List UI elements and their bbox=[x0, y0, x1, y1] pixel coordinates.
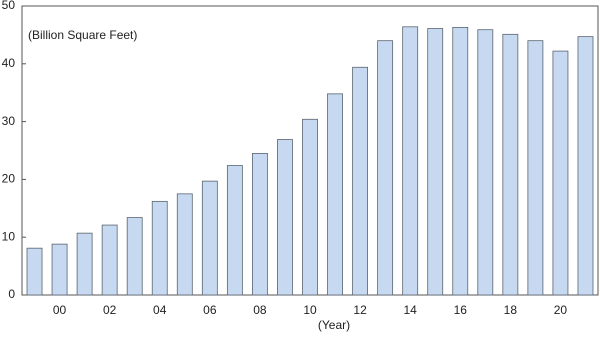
x-tick-label: 14 bbox=[403, 303, 417, 317]
bar bbox=[527, 40, 544, 296]
bar bbox=[101, 224, 118, 296]
x-axis-label: (Year) bbox=[318, 318, 350, 332]
bar bbox=[352, 66, 369, 296]
bar bbox=[26, 247, 43, 296]
bar bbox=[176, 193, 193, 296]
x-tick-label: 10 bbox=[303, 303, 317, 317]
bar bbox=[126, 217, 143, 296]
bar bbox=[201, 180, 218, 296]
y-tick-label: 40 bbox=[2, 56, 16, 70]
x-tick-label: 04 bbox=[153, 303, 167, 317]
y-tick-label: 50 bbox=[2, 0, 16, 12]
x-tick-label: 08 bbox=[253, 303, 267, 317]
bar bbox=[477, 29, 494, 296]
bar bbox=[226, 165, 243, 296]
bar bbox=[251, 152, 268, 296]
y-tick-label: 0 bbox=[8, 287, 15, 301]
bar bbox=[51, 243, 68, 296]
y-tick-label: 10 bbox=[2, 229, 16, 243]
x-tick-label: 12 bbox=[353, 303, 367, 317]
bar bbox=[327, 93, 343, 296]
x-tick-label: 00 bbox=[53, 303, 67, 317]
bar bbox=[402, 26, 419, 296]
y-axis-label: (Billion Square Feet) bbox=[28, 28, 137, 42]
bar bbox=[427, 28, 444, 296]
y-tick-label: 30 bbox=[2, 114, 16, 128]
bar bbox=[151, 200, 168, 296]
bar bbox=[577, 36, 594, 296]
bar bbox=[502, 33, 519, 296]
x-tick-label: 20 bbox=[554, 303, 568, 317]
x-tick-label: 16 bbox=[454, 303, 468, 317]
y-tick-label: 20 bbox=[2, 172, 16, 186]
x-tick-label: 06 bbox=[203, 303, 217, 317]
bar bbox=[377, 40, 394, 296]
x-tick-label: 02 bbox=[103, 303, 117, 317]
bar bbox=[302, 118, 318, 296]
bar bbox=[277, 139, 293, 296]
bar bbox=[552, 50, 569, 296]
x-tick-label: 18 bbox=[504, 303, 518, 317]
bar bbox=[76, 232, 93, 296]
bar bbox=[452, 26, 469, 296]
